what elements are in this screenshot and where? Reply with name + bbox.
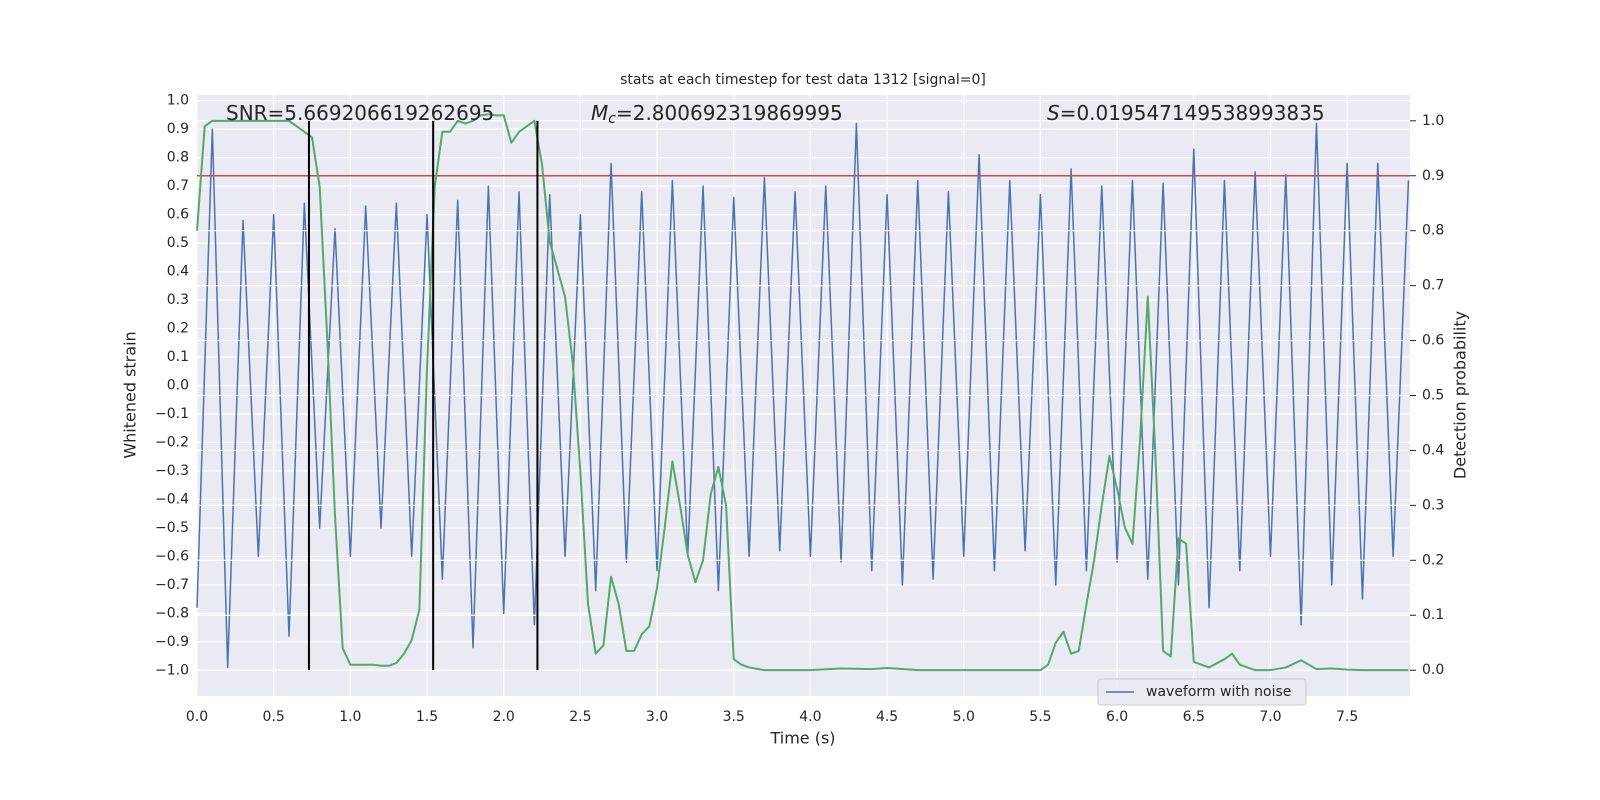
y-tick-label: −0.4 bbox=[155, 491, 189, 507]
y-tick-label: 0.6 bbox=[167, 207, 189, 223]
x-axis-label: Time (s) bbox=[769, 729, 835, 748]
x-tick-label: 7.0 bbox=[1259, 709, 1281, 725]
annotation-symbol: M bbox=[591, 101, 608, 125]
annotation-text: =0.019547149538993835 bbox=[1060, 101, 1325, 125]
x-tick-label: 0.0 bbox=[186, 709, 208, 725]
annotation-text: =2.800692319869995 bbox=[616, 101, 843, 125]
y2-tick-label: 0.7 bbox=[1422, 278, 1444, 294]
data-line bbox=[196, 113, 1409, 672]
y-tick-label: −0.1 bbox=[155, 406, 189, 422]
x-tick-label: 2.5 bbox=[569, 709, 591, 725]
x-tick-label: 4.5 bbox=[876, 709, 898, 725]
x-tick-label: 3.0 bbox=[646, 709, 668, 725]
annotation: S=0.019547149538993835 bbox=[1047, 101, 1325, 125]
annotation-text: SNR=5.669206619262695 bbox=[226, 101, 494, 125]
x-tick-label: 2.0 bbox=[493, 709, 515, 725]
data-line bbox=[196, 122, 1410, 669]
legend-box bbox=[1097, 678, 1307, 706]
y2-tick-label: 0.3 bbox=[1422, 497, 1444, 513]
y-tick-label: 0.5 bbox=[167, 235, 189, 251]
x-tick-label: 5.0 bbox=[953, 709, 975, 725]
x-tick-label: 6.0 bbox=[1106, 709, 1128, 725]
y2-tick-label: 0.2 bbox=[1422, 552, 1444, 568]
y-tick-label: −0.5 bbox=[155, 520, 189, 536]
x-tick-label: 4.0 bbox=[799, 709, 821, 725]
annotation: SNR=5.669206619262695 bbox=[226, 101, 494, 125]
y2-tick-label: 0.0 bbox=[1422, 662, 1444, 678]
y-tick-label: 0.7 bbox=[167, 178, 189, 194]
annotation-symbol: S bbox=[1047, 101, 1060, 125]
x-tick-label: 0.5 bbox=[263, 709, 285, 725]
y-tick-label: −0.3 bbox=[155, 463, 189, 479]
y-tick-label: −0.2 bbox=[155, 434, 189, 450]
chart-title: stats at each timestep for test data 131… bbox=[620, 72, 986, 88]
legend-label: waveform with noise bbox=[1146, 684, 1291, 700]
y2-axis-label: Detection probability bbox=[1451, 311, 1470, 479]
y-tick-label: −0.7 bbox=[155, 577, 189, 593]
x-tick-label: 1.0 bbox=[339, 709, 361, 725]
y2-tick-label: 0.6 bbox=[1422, 333, 1444, 349]
y-tick-label: 0.9 bbox=[167, 121, 189, 137]
y2-tick-label: 0.5 bbox=[1422, 388, 1444, 404]
x-tick-label: 6.5 bbox=[1183, 709, 1205, 725]
x-tick-label: 3.5 bbox=[723, 709, 745, 725]
y-tick-label: 0.8 bbox=[167, 150, 189, 166]
x-tick-label: 7.5 bbox=[1336, 709, 1358, 725]
y-tick-label: 0.2 bbox=[167, 321, 189, 337]
y2-tick-label: 0.1 bbox=[1422, 607, 1444, 623]
y-tick-label: −1.0 bbox=[155, 662, 189, 678]
x-tick-label: 1.5 bbox=[416, 709, 438, 725]
y-axis-label: Whitened strain bbox=[121, 331, 140, 458]
y-tick-label: 0.3 bbox=[167, 292, 189, 308]
annotation: Mc=2.800692319869995 bbox=[591, 101, 843, 128]
y-tick-label: −0.9 bbox=[155, 634, 189, 650]
y2-tick-label: 0.4 bbox=[1422, 442, 1444, 458]
y-tick-label: −0.8 bbox=[155, 605, 189, 621]
y-tick-label: 0.4 bbox=[167, 264, 189, 280]
y-tick-label: 0.1 bbox=[167, 349, 189, 365]
y2-tick-label: 0.9 bbox=[1422, 168, 1444, 184]
y2-tick-label: 1.0 bbox=[1422, 113, 1444, 129]
x-tick-label: 5.5 bbox=[1029, 709, 1051, 725]
y-tick-label: 0.0 bbox=[167, 378, 189, 394]
y-tick-label: −0.6 bbox=[155, 548, 189, 564]
y2-tick-label: 0.8 bbox=[1422, 223, 1444, 239]
annotation-subscript: c bbox=[608, 111, 616, 127]
y-tick-label: 1.0 bbox=[167, 93, 189, 109]
